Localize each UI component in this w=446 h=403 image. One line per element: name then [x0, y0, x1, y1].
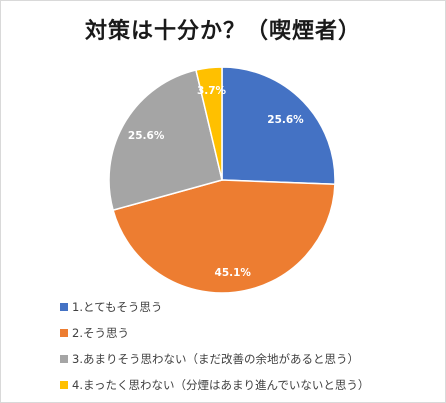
data-label-2: 45.1% [215, 267, 252, 279]
legend-label-1: 1.とてもそう思う [72, 300, 163, 314]
legend-label-3: 3.あまりそう思わない（まだ改善の余地があると思う） [72, 352, 359, 366]
data-label-4: 3.7% [197, 85, 227, 97]
chart-title: 対策は十分か？（喫煙者） [84, 19, 361, 44]
pie-slice-2 [112, 179, 336, 294]
legend-label-4: 4.まったく思わない（分煙はあまり進んでいないと思う） [72, 378, 370, 392]
legend-item-1: 1.とてもそう思う [60, 294, 369, 320]
legend-swatch-4 [60, 381, 68, 389]
legend-item-3: 3.あまりそう思わない（まだ改善の余地があると思う） [60, 346, 369, 372]
legend-item-4: 4.まったく思わない（分煙はあまり進んでいないと思う） [60, 372, 369, 398]
data-label-3: 25.6% [128, 130, 165, 142]
legend-swatch-2 [60, 329, 68, 337]
legend-swatch-1 [60, 303, 68, 311]
legend-swatch-3 [60, 355, 68, 363]
legend-label-2: 2.そう思う [72, 326, 129, 340]
pie-slice-4 [195, 66, 223, 181]
data-label-1: 25.6% [267, 114, 304, 126]
pie-slice-1 [221, 66, 336, 186]
legend: 1.とてもそう思う 2.そう思う 3.あまりそう思わない（まだ改善の余地があると… [60, 294, 369, 398]
pie-slice-3 [108, 69, 223, 212]
legend-item-2: 2.そう思う [60, 320, 369, 346]
